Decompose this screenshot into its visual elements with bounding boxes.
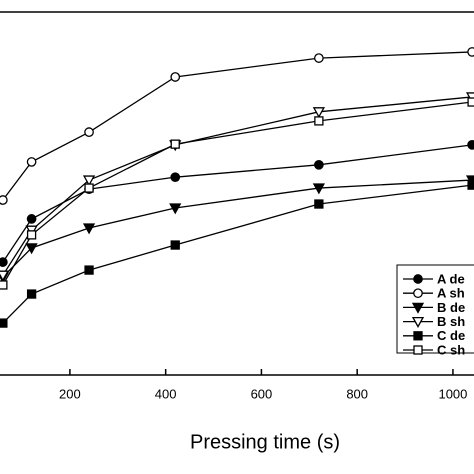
x-tick-label: 600 [251,386,273,401]
marker [413,331,423,341]
marker [314,159,324,170]
marker [467,140,474,150]
marker [312,183,325,195]
marker [0,270,9,282]
marker [26,214,37,224]
marker [0,257,8,267]
marker [314,116,324,126]
marker [312,107,325,119]
series [0,97,474,290]
x-tick-label: 800 [346,386,368,401]
marker [0,280,8,290]
marker [467,180,474,190]
marker [467,97,474,107]
marker [170,139,180,149]
marker [170,72,181,82]
legend-label: A de [437,271,465,286]
series [0,92,474,282]
x-tick-label: 200 [59,386,81,401]
marker [413,274,423,284]
series-line [2,184,473,324]
series-line [2,144,473,263]
legend-label: C sh [437,342,465,357]
x-tick-label: 1000 [438,386,467,401]
legend-label: B de [437,300,465,315]
marker [314,53,324,63]
marker [26,157,37,167]
marker [82,223,96,235]
marker [413,345,423,355]
series [0,180,474,328]
legend-label: C de [437,328,465,343]
plot-frame [0,11,474,376]
legend-label: A sh [437,286,465,301]
marker [26,230,37,240]
marker [411,302,425,314]
series-line [2,179,473,278]
legend-box [396,264,474,354]
marker [170,172,181,183]
marker [170,240,180,250]
series [0,47,474,205]
marker [25,243,38,255]
marker [314,199,324,209]
x-tick-label: 400 [155,386,177,401]
series-line [2,101,473,286]
marker [467,47,474,57]
marker [84,183,94,193]
marker [84,127,94,138]
x-axis-title: Pressing time (s) [190,431,340,453]
marker [411,316,425,328]
marker [84,265,94,275]
marker [413,288,423,299]
marker [0,318,8,328]
marker [82,175,96,187]
series-line [2,51,473,201]
legend: A deA shB deB shC deC sh [396,264,474,357]
series-line [2,96,473,276]
marker [169,203,182,215]
marker [0,195,8,205]
legend-label: B sh [437,314,465,329]
marker [26,289,37,299]
